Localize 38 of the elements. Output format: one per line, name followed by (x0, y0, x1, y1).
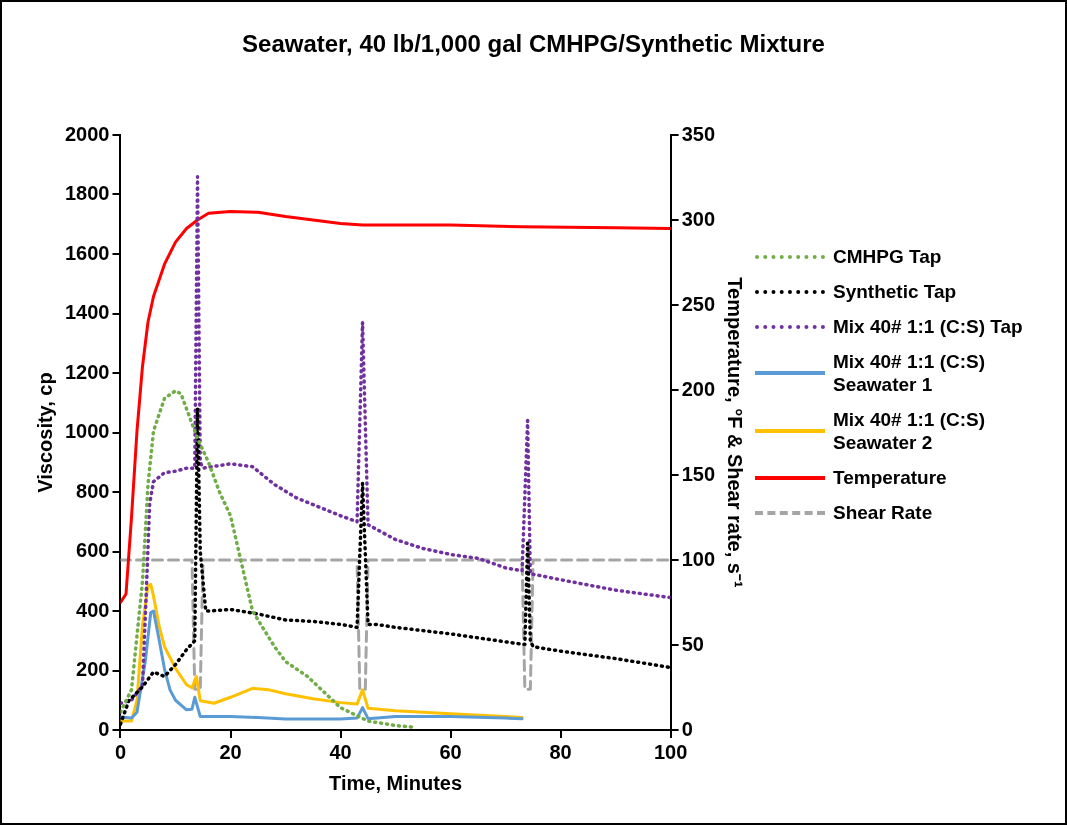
y-tick-label: 600 (76, 539, 110, 562)
x-tick-label: 100 (653, 740, 688, 763)
legend-label: Mix 40# 1:1 (C:S) Seawater 2 (833, 408, 987, 454)
y2-tick-label: 0 (681, 717, 693, 740)
y-tick-label: 200 (76, 658, 110, 681)
y2-tick-label: 50 (681, 632, 704, 655)
x-tick-label: 60 (439, 740, 462, 763)
x-tick-label: 40 (329, 740, 352, 763)
y-tick-label: 1400 (64, 301, 110, 324)
line-series (120, 389, 414, 729)
y2-tick-label: 350 (681, 122, 716, 145)
y-tick-label: 0 (98, 717, 110, 740)
y2-tick-label: 300 (681, 207, 716, 230)
y2-axis-title: Temperature, °F & Shear rate, s⁻¹ (724, 277, 747, 588)
legend-label: CMHPG Tap (833, 245, 943, 268)
x-axis-title: Time, Minutes (329, 771, 463, 794)
x-tick-label: 0 (114, 740, 127, 763)
line-series (120, 174, 671, 705)
legend-label: Temperature (833, 466, 948, 489)
legend-label: Synthetic Tap (833, 280, 958, 303)
legend-label: Mix 40# 1:1 (C:S) Tap (833, 315, 1024, 338)
y-tick-label: 2000 (64, 122, 110, 145)
chart-title: Seawater, 40 lb/1,000 gal CMHPG/Synthetic Mixture (241, 30, 826, 58)
y-tick-label: 800 (76, 479, 110, 502)
x-tick-label: 20 (219, 740, 242, 763)
legend-label: Shear Rate (833, 501, 934, 524)
y2-tick-label: 150 (681, 462, 716, 485)
y2-tick-label: 100 (681, 547, 716, 570)
y-tick-label: 1600 (64, 241, 110, 264)
y-tick-label: 1800 (64, 182, 110, 205)
x-tick-label: 80 (549, 740, 572, 763)
y-tick-label: 400 (76, 598, 110, 621)
y-tick-label: 1200 (64, 360, 110, 383)
y-tick-label: 1000 (64, 420, 110, 443)
y2-tick-label: 250 (681, 292, 716, 315)
y-axis-title: Viscosity, cp (33, 372, 56, 493)
y2-tick-label: 200 (681, 377, 716, 400)
legend-label: Mix 40# 1:1 (C:S) Seawater 1 (833, 350, 987, 396)
